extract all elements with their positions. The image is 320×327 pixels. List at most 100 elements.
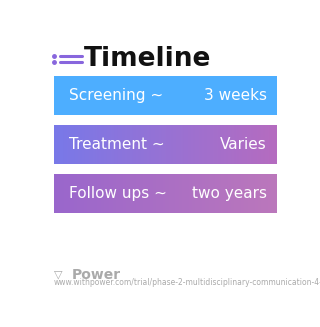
- FancyBboxPatch shape: [134, 76, 135, 115]
- FancyBboxPatch shape: [192, 125, 193, 164]
- FancyBboxPatch shape: [160, 76, 161, 115]
- FancyBboxPatch shape: [231, 174, 232, 213]
- FancyBboxPatch shape: [84, 125, 85, 164]
- FancyBboxPatch shape: [94, 76, 95, 115]
- FancyBboxPatch shape: [215, 125, 217, 164]
- FancyBboxPatch shape: [265, 174, 266, 213]
- FancyBboxPatch shape: [125, 76, 126, 115]
- FancyBboxPatch shape: [259, 76, 260, 115]
- FancyBboxPatch shape: [256, 125, 257, 164]
- FancyBboxPatch shape: [190, 76, 191, 115]
- FancyBboxPatch shape: [125, 174, 126, 213]
- FancyBboxPatch shape: [110, 125, 112, 164]
- FancyBboxPatch shape: [122, 125, 123, 164]
- FancyBboxPatch shape: [92, 76, 93, 115]
- FancyBboxPatch shape: [130, 174, 131, 213]
- FancyBboxPatch shape: [97, 76, 98, 115]
- FancyBboxPatch shape: [163, 174, 164, 213]
- FancyBboxPatch shape: [172, 174, 173, 213]
- FancyBboxPatch shape: [206, 174, 208, 213]
- FancyBboxPatch shape: [193, 174, 194, 213]
- FancyBboxPatch shape: [238, 76, 239, 115]
- FancyBboxPatch shape: [63, 76, 64, 115]
- FancyBboxPatch shape: [175, 125, 176, 164]
- FancyBboxPatch shape: [137, 174, 139, 213]
- FancyBboxPatch shape: [131, 76, 132, 115]
- FancyBboxPatch shape: [57, 174, 58, 213]
- FancyBboxPatch shape: [113, 76, 114, 115]
- FancyBboxPatch shape: [63, 125, 64, 164]
- FancyBboxPatch shape: [165, 125, 166, 164]
- FancyBboxPatch shape: [117, 76, 118, 115]
- FancyBboxPatch shape: [96, 174, 97, 213]
- FancyBboxPatch shape: [76, 174, 77, 213]
- FancyBboxPatch shape: [125, 125, 126, 164]
- Text: www.withpower.com/trial/phase-2-multidisciplinary-communication-4-2022-89af3: www.withpower.com/trial/phase-2-multidis…: [54, 278, 320, 287]
- FancyBboxPatch shape: [212, 76, 213, 115]
- FancyBboxPatch shape: [220, 174, 221, 213]
- FancyBboxPatch shape: [182, 125, 183, 164]
- FancyBboxPatch shape: [261, 174, 262, 213]
- FancyBboxPatch shape: [64, 76, 65, 115]
- FancyBboxPatch shape: [127, 174, 128, 213]
- FancyBboxPatch shape: [82, 125, 83, 164]
- FancyBboxPatch shape: [56, 174, 57, 213]
- FancyBboxPatch shape: [88, 174, 89, 213]
- FancyBboxPatch shape: [237, 76, 238, 115]
- FancyBboxPatch shape: [252, 76, 253, 115]
- FancyBboxPatch shape: [253, 174, 254, 213]
- FancyBboxPatch shape: [261, 76, 262, 115]
- FancyBboxPatch shape: [162, 174, 163, 213]
- FancyBboxPatch shape: [145, 125, 146, 164]
- FancyBboxPatch shape: [211, 174, 212, 213]
- FancyBboxPatch shape: [248, 174, 249, 213]
- FancyBboxPatch shape: [158, 76, 160, 115]
- FancyBboxPatch shape: [74, 174, 75, 213]
- FancyBboxPatch shape: [51, 122, 280, 167]
- FancyBboxPatch shape: [55, 125, 56, 164]
- FancyBboxPatch shape: [145, 76, 146, 115]
- FancyBboxPatch shape: [229, 125, 230, 164]
- FancyBboxPatch shape: [259, 174, 260, 213]
- FancyBboxPatch shape: [267, 125, 268, 164]
- FancyBboxPatch shape: [173, 174, 174, 213]
- FancyBboxPatch shape: [88, 125, 89, 164]
- FancyBboxPatch shape: [203, 174, 204, 213]
- FancyBboxPatch shape: [274, 174, 275, 213]
- FancyBboxPatch shape: [151, 125, 152, 164]
- FancyBboxPatch shape: [269, 174, 270, 213]
- FancyBboxPatch shape: [196, 125, 198, 164]
- FancyBboxPatch shape: [146, 125, 148, 164]
- FancyBboxPatch shape: [233, 125, 235, 164]
- FancyBboxPatch shape: [74, 76, 75, 115]
- FancyBboxPatch shape: [51, 171, 280, 216]
- FancyBboxPatch shape: [115, 174, 116, 213]
- FancyBboxPatch shape: [232, 76, 233, 115]
- FancyBboxPatch shape: [172, 125, 173, 164]
- FancyBboxPatch shape: [253, 76, 254, 115]
- FancyBboxPatch shape: [251, 174, 252, 213]
- FancyBboxPatch shape: [213, 76, 214, 115]
- FancyBboxPatch shape: [176, 76, 178, 115]
- FancyBboxPatch shape: [95, 76, 96, 115]
- Text: Screening ~: Screening ~: [68, 88, 163, 103]
- FancyBboxPatch shape: [244, 174, 245, 213]
- FancyBboxPatch shape: [171, 174, 172, 213]
- FancyBboxPatch shape: [242, 174, 243, 213]
- FancyBboxPatch shape: [276, 174, 277, 213]
- FancyBboxPatch shape: [155, 125, 156, 164]
- FancyBboxPatch shape: [227, 76, 228, 115]
- FancyBboxPatch shape: [130, 76, 131, 115]
- FancyBboxPatch shape: [187, 76, 188, 115]
- FancyBboxPatch shape: [185, 76, 187, 115]
- FancyBboxPatch shape: [267, 76, 268, 115]
- FancyBboxPatch shape: [219, 76, 220, 115]
- FancyBboxPatch shape: [266, 174, 267, 213]
- FancyBboxPatch shape: [150, 76, 151, 115]
- FancyBboxPatch shape: [80, 125, 82, 164]
- FancyBboxPatch shape: [106, 125, 107, 164]
- FancyBboxPatch shape: [170, 174, 171, 213]
- FancyBboxPatch shape: [130, 125, 131, 164]
- FancyBboxPatch shape: [237, 174, 238, 213]
- FancyBboxPatch shape: [206, 76, 208, 115]
